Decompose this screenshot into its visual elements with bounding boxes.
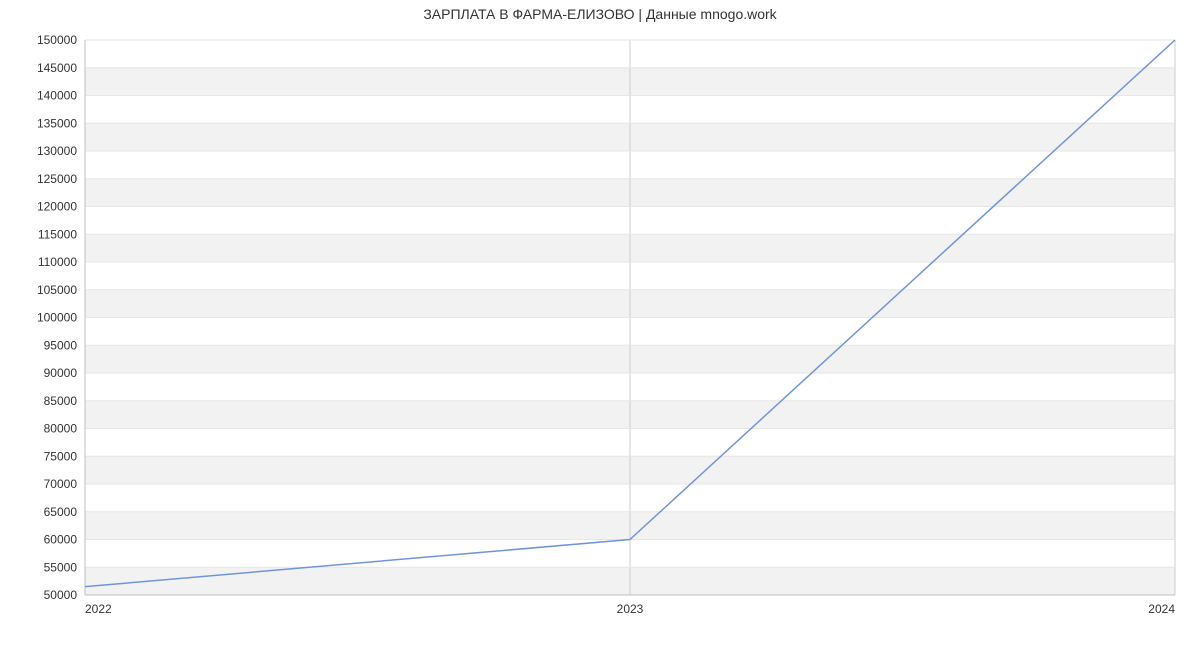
y-tick-label: 125000 bbox=[37, 172, 77, 186]
chart-container: ЗАРПЛАТА В ФАРМА-ЕЛИЗОВО | Данные mnogo.… bbox=[0, 0, 1200, 650]
x-tick-label: 2023 bbox=[617, 602, 644, 616]
y-tick-label: 90000 bbox=[44, 366, 78, 380]
chart-title: ЗАРПЛАТА В ФАРМА-ЕЛИЗОВО | Данные mnogo.… bbox=[0, 6, 1200, 22]
y-tick-label: 95000 bbox=[44, 338, 78, 352]
y-tick-label: 120000 bbox=[37, 200, 77, 214]
x-tick-label: 2024 bbox=[1148, 602, 1175, 616]
chart-svg: 50000 55000 60000 65000 70000 75000 80000 85000… bbox=[0, 0, 1200, 650]
y-tick-label: 80000 bbox=[44, 422, 78, 436]
y-tick-label: 70000 bbox=[44, 477, 78, 491]
y-tick-label: 110000 bbox=[38, 255, 77, 269]
y-tick-label: 100000 bbox=[37, 311, 77, 325]
y-tick-label: 75000 bbox=[44, 449, 78, 463]
y-tick-label: 130000 bbox=[37, 144, 77, 158]
y-tick-label: 50000 bbox=[44, 588, 78, 602]
y-tick-label: 145000 bbox=[37, 61, 77, 75]
x-tick-label: 2022 bbox=[85, 602, 112, 616]
y-tick-label: 85000 bbox=[44, 394, 78, 408]
y-tick-label: 140000 bbox=[37, 89, 77, 103]
y-tick-label: 115000 bbox=[38, 227, 77, 241]
y-tick-label: 55000 bbox=[44, 560, 78, 574]
y-tick-label: 65000 bbox=[44, 505, 78, 519]
y-tick-label: 60000 bbox=[44, 533, 78, 547]
y-tick-label: 150000 bbox=[37, 33, 77, 47]
y-tick-label: 135000 bbox=[37, 116, 77, 130]
y-tick-label: 105000 bbox=[37, 283, 77, 297]
